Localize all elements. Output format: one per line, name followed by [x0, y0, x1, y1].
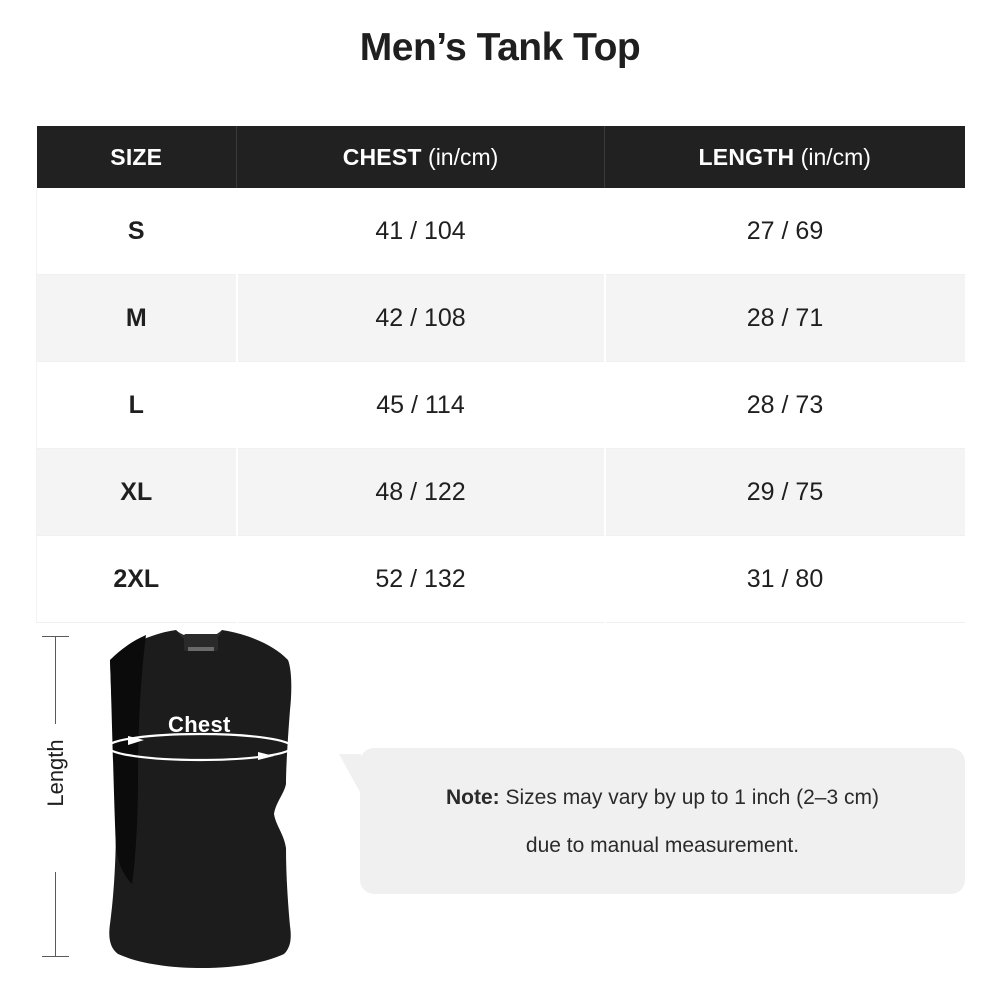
chest-arrow-top-icon — [128, 736, 144, 745]
table-row: M 42 / 108 28 / 71 — [36, 274, 965, 362]
table-row: L 45 / 114 28 / 73 — [36, 361, 965, 449]
cell-chest: 45 / 114 — [236, 361, 606, 449]
column-header-chest-unit: (in/cm) — [421, 143, 499, 170]
note-label: Note: — [446, 786, 500, 809]
cell-chest: 52 / 132 — [236, 535, 606, 623]
cell-size: M — [36, 274, 238, 362]
cell-chest: 41 / 104 — [236, 188, 606, 275]
page-title: Men’s Tank Top — [359, 26, 641, 69]
size-chart-table: SIZE CHEST (in/cm) LENGTH (in/cm) S 41 /… — [36, 126, 965, 623]
column-header-length-unit: (in/cm) — [794, 143, 871, 170]
table-row: S 41 / 104 27 / 69 — [36, 188, 965, 275]
note-text: Note: Sizes may vary by up to 1 inch (2–… — [394, 774, 931, 870]
column-header-length-main: LENGTH — [698, 143, 795, 170]
cell-chest: 48 / 122 — [236, 448, 606, 536]
chest-label: Chest — [168, 712, 231, 737]
length-dimension-line: Length — [36, 626, 76, 966]
cell-chest: 42 / 108 — [236, 274, 606, 362]
cell-length: 27 / 69 — [604, 188, 965, 275]
garment-armhole-shadow — [110, 635, 146, 884]
length-line-top-icon — [55, 636, 56, 724]
table-header-row: SIZE CHEST (in/cm) LENGTH (in/cm) — [36, 126, 965, 188]
column-header-chest-main: CHEST — [342, 143, 422, 170]
length-cap-bottom-icon — [42, 956, 69, 957]
cell-length: 28 / 71 — [604, 274, 965, 362]
column-header-chest: CHEST (in/cm) — [236, 126, 605, 188]
cell-length: 29 / 75 — [604, 448, 965, 536]
table-row: 2XL 52 / 132 31 / 80 — [36, 535, 965, 623]
note-line-2: due to manual measurement. — [525, 834, 800, 857]
column-header-size-main: SIZE — [110, 143, 163, 170]
neck-tag-icon — [184, 634, 218, 651]
cell-length: 28 / 73 — [604, 361, 965, 449]
cell-size: S — [36, 188, 238, 275]
note-callout: Note: Sizes may vary by up to 1 inch (2–… — [339, 748, 965, 894]
cell-size: 2XL — [36, 535, 238, 623]
length-label: Length — [43, 739, 68, 807]
length-line-bottom-icon — [55, 872, 56, 956]
neck-tag-stripe-icon — [188, 647, 214, 651]
note-line-1: Sizes may vary by up to 1 inch (2–3 cm) — [499, 786, 879, 809]
cell-length: 31 / 80 — [604, 535, 965, 623]
chest-measure-ellipse — [106, 732, 294, 762]
tank-top-illustration — [36, 626, 366, 976]
table-row: XL 48 / 122 29 / 75 — [36, 448, 965, 536]
cell-size: XL — [36, 448, 238, 536]
garment-body — [109, 630, 292, 968]
column-header-size: SIZE — [36, 126, 237, 188]
cell-size: L — [36, 361, 238, 449]
chest-arrow-bottom-icon — [258, 752, 274, 760]
note-callout-tail-icon — [339, 754, 361, 794]
column-header-length: LENGTH (in/cm) — [604, 126, 965, 188]
